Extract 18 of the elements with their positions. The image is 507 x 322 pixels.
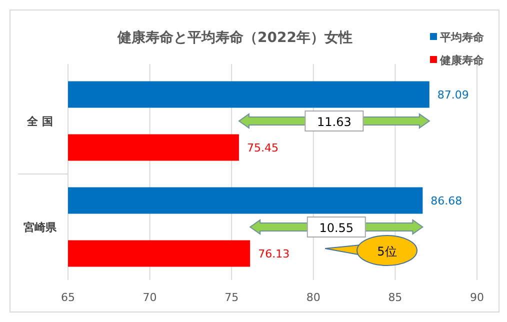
x-tick-label: 70 <box>142 291 157 304</box>
data-label: 76.13 <box>258 248 290 260</box>
legend-label: 健康寿命 <box>439 54 485 67</box>
y-tick-label: 全 国 <box>26 115 53 128</box>
chart-title: 健康寿命と平均寿命（2022年）女性 <box>116 29 352 46</box>
annotation: 11.63 <box>316 115 352 129</box>
annotation: 5位 <box>377 244 397 258</box>
x-tick-label: 85 <box>388 291 402 304</box>
data-label: 86.68 <box>430 194 462 208</box>
x-tick-label: 65 <box>61 291 75 304</box>
data-label: 75.45 <box>246 142 278 154</box>
data-label: 87.09 <box>437 88 469 102</box>
x-tick-label: 80 <box>306 291 320 304</box>
annotation: 10.55 <box>319 221 354 235</box>
y-tick-label: 宮崎県 <box>24 221 58 234</box>
x-tick-label: 90 <box>470 291 484 304</box>
x-tick-label: 75 <box>224 291 239 304</box>
legend-label: 平均寿命 <box>439 31 485 44</box>
